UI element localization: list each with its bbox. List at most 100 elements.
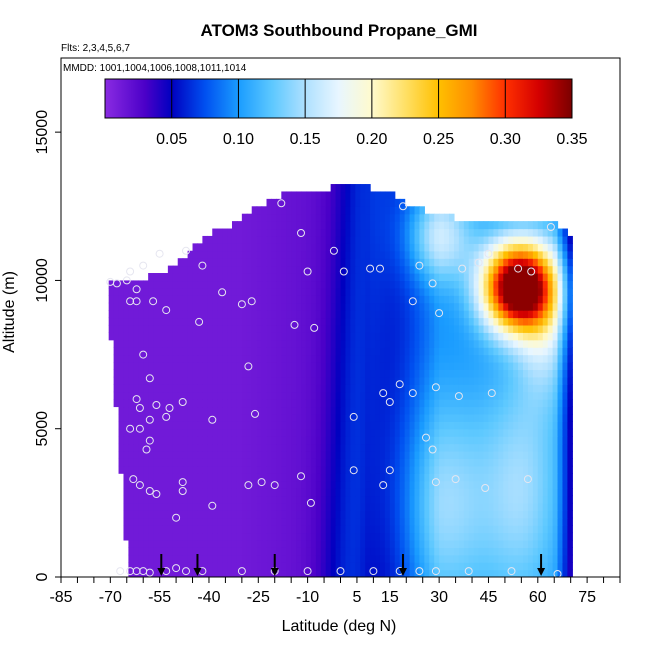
heatmap-cell: [182, 332, 189, 341]
heatmap-cell: [434, 384, 440, 393]
heatmap-cell: [389, 413, 396, 422]
heatmap-cell: [133, 413, 139, 422]
heatmap-cell: [261, 554, 268, 563]
heatmap-cell: [365, 428, 371, 437]
heatmap-cell: [562, 510, 568, 519]
heatmap-cell: [261, 473, 268, 482]
heatmap-cell: [503, 354, 509, 363]
heatmap-cell: [133, 339, 139, 348]
heatmap-cell: [468, 547, 475, 556]
heatmap-cell: [375, 569, 381, 577]
heatmap-cell: [153, 273, 159, 282]
heatmap-cell: [133, 421, 139, 430]
heatmap-cell: [449, 273, 455, 282]
heatmap-cell: [449, 332, 455, 341]
heatmap-cell: [370, 369, 376, 378]
heatmap-cell: [434, 436, 440, 445]
x-axis-tick-label: 5: [352, 589, 361, 606]
heatmap-cell: [335, 495, 342, 504]
heatmap-cell: [192, 517, 199, 526]
heatmap-cell: [246, 562, 253, 571]
heatmap-cell: [419, 206, 425, 215]
heatmap-cell: [276, 436, 282, 445]
heatmap-cell: [325, 480, 332, 489]
heatmap-cell: [503, 280, 509, 289]
heatmap-cell: [315, 450, 322, 459]
heatmap-cell: [153, 443, 159, 452]
heatmap-cell: [537, 347, 544, 356]
heatmap-cell: [547, 399, 554, 408]
heatmap-cell: [256, 569, 263, 577]
heatmap-cell: [537, 221, 544, 230]
heatmap-cell: [523, 235, 529, 244]
heatmap-cell: [439, 235, 445, 244]
dates-label: MMDD: 1001,1004,1006,1008,1011,1014: [63, 63, 247, 74]
heatmap-cell: [222, 399, 228, 408]
heatmap-cell: [212, 458, 218, 467]
heatmap-cell: [444, 258, 450, 267]
heatmap-cell: [291, 310, 297, 319]
heatmap-cell: [296, 332, 302, 341]
heatmap-cell: [439, 243, 445, 252]
heatmap-cell: [251, 273, 258, 282]
heatmap-cell: [409, 376, 416, 385]
heatmap-cell: [513, 525, 519, 534]
heatmap-cell: [513, 488, 519, 497]
heatmap-cell: [463, 347, 470, 356]
heatmap-cell: [478, 376, 485, 385]
observation-point: [152, 490, 161, 498]
heatmap-cell: [325, 539, 332, 548]
heatmap-cell: [355, 228, 361, 237]
heatmap-cell: [399, 436, 406, 445]
heatmap-cell: [444, 228, 450, 237]
heatmap-cell: [453, 339, 460, 348]
heatmap-cell: [158, 525, 164, 534]
heatmap-cell: [246, 354, 253, 363]
heatmap-cell: [449, 413, 455, 422]
heatmap-cell: [177, 273, 184, 282]
heatmap-cell: [527, 265, 534, 274]
heatmap-cell: [463, 532, 470, 541]
heatmap-cell: [138, 361, 144, 370]
observation-point: [379, 389, 388, 398]
heatmap-cell: [128, 488, 134, 497]
heatmap-cell: [340, 250, 347, 259]
heatmap-cell: [236, 361, 243, 370]
heatmap-cell: [227, 562, 233, 571]
heatmap-cell: [483, 421, 490, 430]
heatmap-cell: [187, 539, 194, 548]
heatmap-cell: [325, 443, 332, 452]
heatmap-cell: [315, 213, 322, 222]
heatmap-cell: [256, 502, 263, 511]
heatmap-cell: [251, 213, 258, 222]
heatmap-cell: [375, 450, 381, 459]
observation-point: [428, 445, 437, 454]
heatmap-cell: [444, 361, 450, 370]
heatmap-cell: [256, 302, 263, 311]
heatmap-cell: [340, 406, 347, 415]
heatmap-cell: [310, 287, 317, 296]
heatmap-cell: [261, 428, 268, 437]
heatmap-cell: [320, 287, 327, 296]
heatmap-cell: [227, 443, 233, 452]
heatmap-cell: [231, 421, 238, 430]
heatmap-cell: [488, 428, 494, 437]
heatmap-cell: [360, 206, 366, 215]
heatmap-cell: [370, 376, 376, 385]
heatmap-cell: [483, 339, 490, 348]
heatmap-cell: [212, 228, 218, 237]
heatmap-cell: [202, 361, 208, 370]
heatmap-cell: [532, 554, 539, 563]
heatmap-cell: [281, 361, 287, 370]
heatmap-cell: [389, 369, 396, 378]
heatmap-cell: [444, 525, 450, 534]
heatmap-cell: [375, 191, 381, 200]
heatmap-cell: [310, 198, 317, 207]
heatmap-cell: [547, 235, 554, 244]
heatmap-cell: [241, 539, 248, 548]
heatmap-cell: [222, 280, 228, 289]
heatmap-cell: [473, 406, 480, 415]
heatmap-cell: [488, 458, 494, 467]
heatmap-cell: [355, 302, 361, 311]
heatmap-cell: [335, 198, 342, 207]
